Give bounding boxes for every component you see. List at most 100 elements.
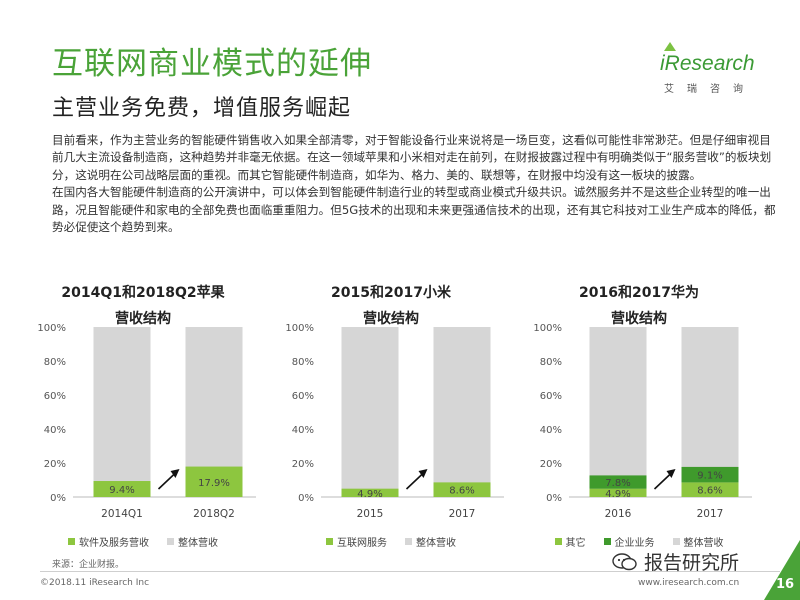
- bar-total: [433, 327, 491, 497]
- arrow-head-icon: [666, 469, 676, 478]
- bar-segment: [589, 488, 647, 497]
- legend-label: 整体营收: [683, 538, 724, 549]
- x-tick-label: 2014Q1: [101, 508, 143, 520]
- x-tick-label: 2015: [357, 508, 384, 520]
- legend-item: 整体营收: [167, 534, 218, 549]
- bar-segment: [185, 466, 243, 497]
- bar-segment: [589, 475, 647, 489]
- chart-svg: 0% 20% 40% 60% 80% 100% 4.9% 2015 8.6% 2017: [285, 323, 504, 520]
- chart-apple: 2014Q1和2018Q2苹果 营收结构 0% 20% 40% 60% 80% 100% 9…: [28, 280, 258, 556]
- bar-segment: [93, 481, 151, 497]
- chart-title: 2014Q1和2018Q2苹果 营收结构: [28, 280, 258, 332]
- x-tick-label: 2017: [449, 508, 476, 520]
- chart-xiaomi: 2015和2017小米 营收结构 0% 20% 40% 60% 80% 100% 4.9% 2…: [276, 280, 506, 556]
- chart-title-line: 营收结构: [115, 311, 171, 327]
- y-tick-label: 100%: [533, 323, 562, 334]
- logo-word: iResearch: [660, 52, 755, 75]
- bar-segment: [433, 482, 491, 497]
- legend-swatch: [68, 538, 75, 545]
- wechat-icon: [612, 552, 637, 570]
- legend-item: 整体营收: [672, 534, 724, 549]
- site-url: www.iresearch.com.cn: [638, 578, 740, 588]
- chart-legend: 其它 企业业务 整体营收: [524, 534, 754, 549]
- legend-item: 互联网服务: [326, 534, 387, 549]
- legend-item: 其它: [554, 534, 586, 549]
- x-tick-label: 2018Q2: [193, 508, 235, 520]
- y-tick-label: 60%: [44, 391, 66, 402]
- chart-svg: 0% 20% 40% 60% 80% 100% 4.9%7.8% 2016 8.6% 9.1% 20…: [533, 323, 752, 520]
- y-tick-label: 40%: [540, 425, 562, 436]
- chart-title: 2015和2017小米 营收结构: [276, 280, 506, 332]
- logo-cn: 艾瑞咨询: [664, 84, 756, 95]
- y-tick-label: 60%: [540, 391, 562, 402]
- page-number-corner: [764, 540, 800, 600]
- body-text: 目前看来，作为主营业务的智能硬件销售收入如果全部清零，对于智能设备行业来说将是一…: [52, 132, 778, 236]
- y-tick-label: 100%: [285, 323, 314, 334]
- data-label: 9.4%: [109, 485, 134, 496]
- chart-title-line: 2016和2017华为: [579, 285, 699, 301]
- legend-item: 企业业务: [603, 534, 655, 549]
- copyright: ©2018.11 iResearch Inc: [40, 578, 150, 588]
- iresearch-logo: iResearch 艾瑞咨询: [660, 42, 760, 95]
- legend-label: 企业业务: [614, 538, 655, 549]
- logo-mark-icon: [664, 42, 676, 51]
- legend-label: 软件及服务营收: [79, 538, 149, 549]
- data-label: 9.1%: [697, 471, 722, 482]
- legend-label: 整体营收: [178, 538, 218, 549]
- chart-title-line: 2015和2017小米: [331, 285, 451, 301]
- y-tick-label: 40%: [292, 425, 314, 436]
- wechat-name: 报告研究所: [644, 552, 740, 574]
- data-label: 8.6%: [449, 486, 474, 497]
- y-tick-label: 20%: [292, 459, 314, 470]
- body-paragraph: 在国内各大智能硬件制造商的公开演讲中，可以体会到智能硬件制造行业的转型或商业模式…: [52, 185, 776, 235]
- y-tick-label: 80%: [540, 357, 562, 368]
- chart-svg: 0% 20% 40% 60% 80% 100% 9.4% 2014Q1 17.9% 2018Q2: [37, 323, 256, 520]
- legend-swatch: [167, 538, 174, 545]
- bar-segment: [681, 466, 739, 483]
- page-title: 互联网商业模式的延伸: [52, 46, 372, 82]
- chart-huawei: 2016和2017华为 营收结构 0% 20% 40% 60% 80% 100% 4.9% 7…: [524, 280, 754, 556]
- data-label: 7.8%: [605, 478, 630, 489]
- data-label: 8.6%: [697, 486, 722, 497]
- y-tick-label: 0%: [298, 493, 314, 504]
- y-tick-label: 80%: [44, 357, 66, 368]
- data-label: 4.9%: [605, 489, 630, 500]
- chart-title-line: 营收结构: [611, 311, 667, 327]
- chart-title-line: 2014Q1和2018Q2苹果: [61, 285, 225, 301]
- chart-legend: 互联网服务 整体营收: [276, 534, 506, 549]
- bar-segment: [341, 488, 399, 497]
- legend-swatch: [554, 538, 562, 545]
- legend-item: 整体营收: [405, 534, 456, 549]
- y-tick-label: 0%: [546, 493, 562, 504]
- legend-item: 软件及服务营收: [68, 534, 149, 549]
- x-tick-label: 2016: [605, 508, 632, 520]
- legend-label: 整体营收: [416, 538, 456, 549]
- chart-legend: 软件及服务营收 整体营收: [28, 534, 258, 549]
- page-subtitle: 主营业务免费，增值服务崛起: [52, 96, 352, 121]
- bar-total: [93, 327, 151, 497]
- legend-label: 其它: [565, 538, 586, 549]
- page-number: 16: [776, 577, 795, 592]
- legend-swatch: [326, 538, 333, 545]
- x-tick-label: 2017: [697, 508, 724, 520]
- chart-title-line: 营收结构: [363, 311, 419, 327]
- y-tick-label: 0%: [50, 493, 66, 504]
- source-note: 来源：企业财报。: [52, 560, 125, 570]
- data-label: 4.9%: [357, 489, 382, 500]
- arrow-head-icon: [170, 469, 180, 478]
- legend-swatch: [405, 538, 412, 545]
- legend-swatch: [603, 538, 611, 545]
- body-paragraph: 目前看来，作为主营业务的智能硬件销售收入如果全部清零，对于智能设备行业来说将是一…: [52, 133, 772, 182]
- wechat-badge: 报告研究所: [612, 548, 739, 575]
- bar-total: [341, 327, 399, 497]
- y-tick-label: 80%: [292, 357, 314, 368]
- y-tick-label: 100%: [37, 323, 66, 334]
- bar-segment: [681, 482, 739, 497]
- y-tick-label: 40%: [44, 425, 66, 436]
- chart-title: 2016和2017华为 营收结构: [524, 280, 754, 332]
- footer-divider: [40, 571, 780, 572]
- bar-total: [589, 327, 647, 497]
- y-tick-label: 20%: [540, 459, 562, 470]
- y-tick-label: 20%: [44, 459, 66, 470]
- arrow-head-icon: [418, 469, 428, 478]
